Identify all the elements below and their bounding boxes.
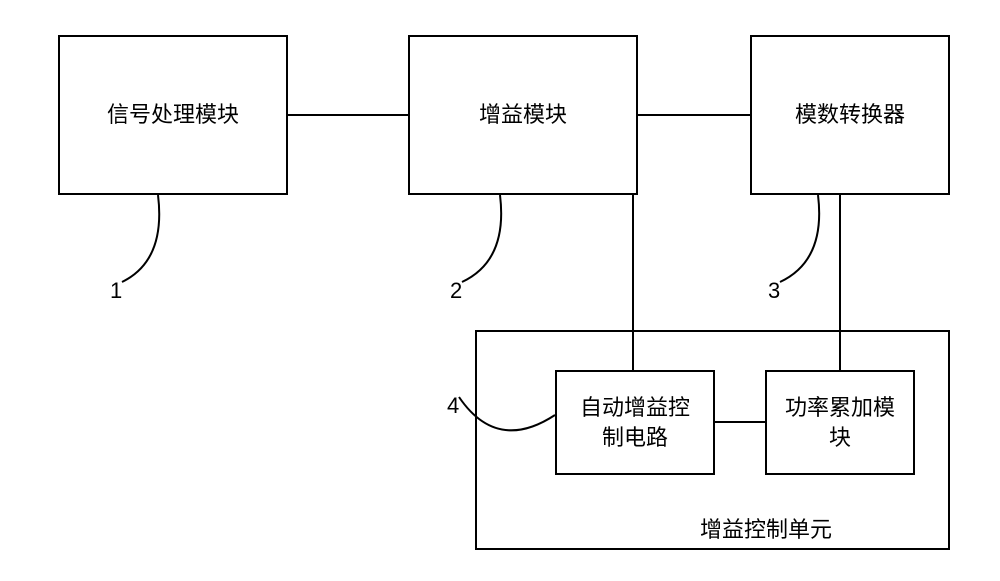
callout-curve bbox=[0, 0, 1000, 581]
callout-number: 4 bbox=[447, 393, 459, 419]
diagram-canvas: 增益控制单元信号处理模块增益模块模数转换器自动增益控 制电路功率累加模 块123… bbox=[0, 0, 1000, 581]
